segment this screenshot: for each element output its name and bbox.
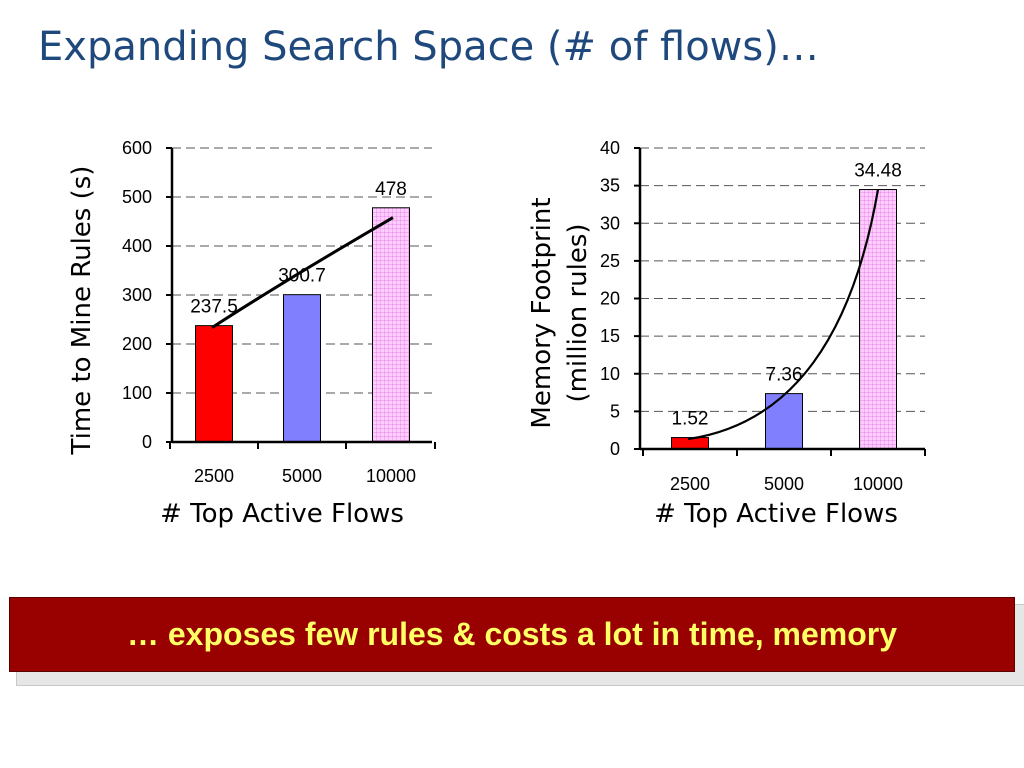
time-chart-data-label-2500: 237.5 <box>190 297 238 318</box>
memory-chart-y-tick-label: 0 <box>610 439 620 459</box>
memory-chart-x-tick-label: 2500 <box>670 474 710 494</box>
memory-chart-x-tick-label: 5000 <box>764 474 804 494</box>
memory-chart-bar-10000 <box>859 189 897 450</box>
memory-chart-trend-line <box>687 189 880 441</box>
memory-chart-y-tick-labels: 0 5 10 15 20 25 30 35 40 <box>600 138 620 459</box>
memory-chart: 0 5 10 15 20 25 30 35 40 2500 5000 10000 1.52 7.36 3… <box>527 138 926 529</box>
slide-title: Expanding Search Space (# of flows)… <box>38 24 819 70</box>
banner-text: … exposes few rules & costs a lot in tim… <box>126 616 898 652</box>
time-chart-data-label-10000: 478 <box>375 179 407 200</box>
time-chart: 0 100 200 300 400 500 600 2500 5000 10000 237.5 3… <box>67 138 436 529</box>
time-chart-y-tick-label: 400 <box>122 236 152 256</box>
time-chart-x-tick-labels: 2500 5000 10000 <box>194 466 416 486</box>
time-chart-x-axis-label: # Top Active Flows <box>160 499 404 529</box>
conclusion-banner: … exposes few rules & costs a lot in tim… <box>9 597 1015 672</box>
time-chart-bars <box>195 207 410 443</box>
time-chart-y-tick-label: 500 <box>122 187 152 207</box>
memory-chart-y-tick-label: 15 <box>600 326 620 346</box>
time-chart-y-tick-label: 300 <box>122 285 152 305</box>
time-chart-x-tick-label: 5000 <box>282 466 322 486</box>
memory-chart-y-tick-label: 20 <box>600 289 620 309</box>
memory-chart-y-tick-label: 10 <box>600 364 620 384</box>
time-chart-y-axis-label: Time to Mine Rules (s) <box>67 166 97 456</box>
memory-chart-y-tick-label: 25 <box>600 251 620 271</box>
time-chart-y-tick-label: 600 <box>122 138 152 158</box>
time-chart-x-tick-label: 2500 <box>194 466 234 486</box>
memory-chart-y-tick-label: 35 <box>600 176 620 196</box>
memory-chart-data-labels: 1.52 7.36 34.48 <box>672 161 902 430</box>
memory-chart-axes <box>634 147 926 456</box>
memory-chart-y-axis-label-line1: Memory Footprint <box>527 197 557 428</box>
memory-chart-x-tick-label: 10000 <box>853 474 903 494</box>
memory-chart-y-tick-label: 5 <box>610 401 620 421</box>
time-chart-trend-line <box>211 216 394 329</box>
time-chart-bar-2500 <box>195 325 233 443</box>
memory-chart-data-label-10000: 34.48 <box>854 161 902 182</box>
memory-chart-y-tick-label: 30 <box>600 213 620 233</box>
memory-chart-y-tick-label: 40 <box>600 138 620 158</box>
time-chart-bar-5000 <box>283 294 321 443</box>
time-chart-y-tick-labels: 0 100 200 300 400 500 600 <box>122 138 152 452</box>
memory-chart-x-tick-labels: 2500 5000 10000 <box>670 474 903 494</box>
memory-chart-data-label-5000: 7.36 <box>766 365 803 386</box>
time-chart-data-labels: 237.5 300.7 478 <box>190 179 407 318</box>
time-chart-y-tick-label: 100 <box>122 383 152 403</box>
time-chart-y-tick-label: 200 <box>122 334 152 354</box>
time-chart-x-tick-label: 10000 <box>366 466 416 486</box>
time-chart-bar-10000 <box>372 207 410 443</box>
memory-chart-x-axis-label: # Top Active Flows <box>654 499 898 529</box>
time-chart-axes <box>166 147 436 449</box>
memory-chart-data-label-2500: 1.52 <box>672 409 709 430</box>
time-chart-y-tick-label: 0 <box>142 432 152 452</box>
memory-chart-bar-5000 <box>765 393 803 450</box>
memory-chart-y-axis-label-line2: (million rules) <box>563 223 593 402</box>
time-chart-data-label-5000: 300.7 <box>278 266 326 287</box>
